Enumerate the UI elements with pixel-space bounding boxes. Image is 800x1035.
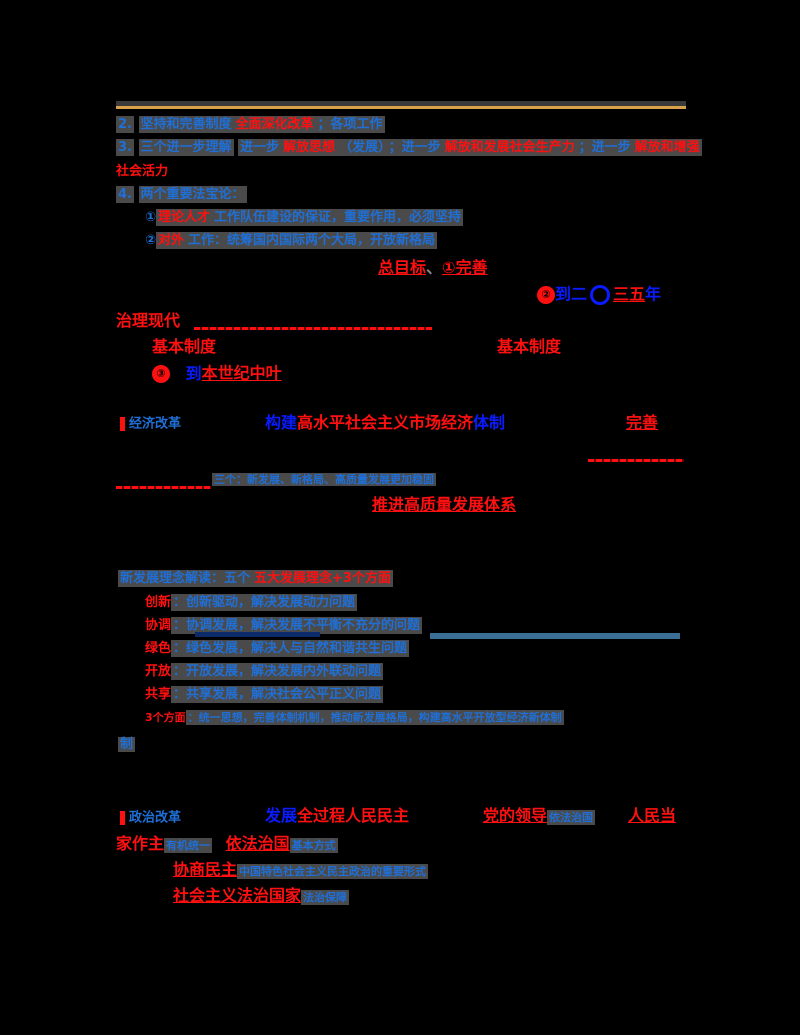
basic-system-left: 基本制度 xyxy=(152,337,217,356)
header-divider-shadow xyxy=(116,101,686,106)
section-marker xyxy=(120,417,125,431)
politics-title-wrap: 人民当 xyxy=(628,806,677,825)
concept-row: 创新 ：创新驱动，解决发展动力问题 xyxy=(145,594,358,611)
economy-row-2: 三个：新发展、新格局、高质量发展更加稳固 xyxy=(212,473,436,486)
goal-row-1: 总目标、①完善 xyxy=(378,258,488,277)
section-marker xyxy=(120,811,125,825)
goal-row-3: 治理现代 xyxy=(116,311,181,330)
concept-row: 协调 ：协调发展，解决发展不平衡不充分的问题 xyxy=(145,617,423,634)
economy-heading: 经济改革 xyxy=(120,417,181,431)
concept-wrap: 制 xyxy=(118,737,136,752)
step-3-badge: ③ xyxy=(152,365,170,383)
development-heading: 新发展理念解读：五个 五大发展理念+3个方面 xyxy=(118,570,393,587)
highlight-bar xyxy=(195,632,320,637)
goal-row-2: ② 到二 三五年 xyxy=(537,285,661,305)
concept-row: 开放 ：开放发展，解决发展内外联动问题 xyxy=(145,663,384,680)
step-2-badge: ② xyxy=(537,286,555,304)
concept-row: 共享 ：共享发展，解决社会公平正义问题 xyxy=(145,686,384,703)
politics-row-3: 协商民主 中国特色社会主义民主政治的重要形式 xyxy=(173,860,429,879)
economy-title: 构建高水平社会主义市场经济体制 xyxy=(265,413,506,432)
wavy-underline xyxy=(116,486,211,489)
politics-row-2: 家作主 有机统一 依法治国 基本方式 xyxy=(116,834,338,853)
zero-circle-icon xyxy=(590,285,611,305)
wavy-underline xyxy=(194,327,432,330)
point-4-item-1: ① 理论人才 工作队伍建设的保证，重要作用，必须坚持 xyxy=(145,209,464,226)
economy-title-right: 完善 xyxy=(626,413,659,432)
header-divider xyxy=(116,106,686,109)
point-3: 3. 三个进一步理解 进一步 解放思想 （发展） ；进一步 解放和发展社会生产力 ；进一步… xyxy=(116,139,702,156)
politics-title-right: 党的领导 依法治国 xyxy=(483,806,596,825)
point-number: 2. xyxy=(116,116,134,133)
wavy-underline xyxy=(588,459,684,462)
goal-row-5: ③ 到本世纪中叶 xyxy=(152,365,282,383)
basic-system-right: 基本制度 xyxy=(497,337,562,356)
concept-row: 3个方面 ：统一思想，完善体制机制，推动新发展格局，构建高水平开放型经济新体制 xyxy=(145,710,564,725)
concept-row: 绿色 ：绿色发展，解决人与自然和谐共生问题 xyxy=(145,640,410,657)
economy-row-3: 推进高质量发展体系 xyxy=(372,495,517,514)
politics-heading: 政治改革 xyxy=(120,811,181,825)
politics-title: 发展全过程人民民主 xyxy=(265,806,410,825)
point-2: 2. 坚持和完善制度 全面深化改革 ；各项工作 xyxy=(116,116,385,133)
point-4: 4. 两个重要法宝论： xyxy=(116,186,247,203)
politics-row-4: 社会主义法治国家 法治保障 xyxy=(173,886,350,905)
point-4-item-2: ② 对外 工作：统筹国内国际两个大局，开放新格局 xyxy=(145,232,438,249)
point-3-wrap: 社会活力 xyxy=(116,164,169,179)
section-divider xyxy=(430,633,680,639)
